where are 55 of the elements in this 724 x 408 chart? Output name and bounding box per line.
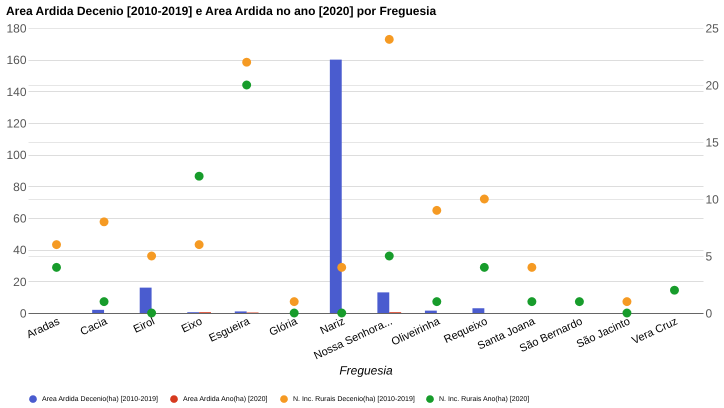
y2-tick-label: 0 (706, 306, 712, 320)
point (480, 262, 489, 272)
y2-tick-label: 15 (706, 136, 720, 150)
point (480, 194, 489, 204)
x-axis-title: Freguesia (339, 363, 393, 378)
x-tick-label: Cacia (78, 315, 110, 338)
bar (377, 292, 390, 313)
point (147, 252, 156, 260)
point (384, 252, 394, 260)
point (527, 297, 536, 306)
point (384, 34, 394, 44)
y-tick-label: 0 (20, 306, 27, 320)
bar (330, 60, 342, 313)
point (337, 262, 346, 272)
point (242, 80, 252, 90)
y-tick-label: 120 (6, 116, 27, 130)
bar (92, 310, 104, 313)
point (527, 262, 536, 272)
point (670, 286, 679, 295)
y-tick-label: 40 (13, 243, 27, 258)
point (147, 308, 156, 318)
point (52, 262, 61, 272)
point (432, 297, 442, 306)
point (432, 206, 442, 215)
y-tick-label: 20 (13, 274, 27, 289)
point (337, 308, 346, 318)
point (290, 297, 299, 306)
point (574, 297, 584, 306)
point (194, 172, 204, 181)
y2-tick-label: 20 (706, 78, 720, 92)
point (290, 308, 299, 318)
y-tick-label: 160 (6, 53, 27, 68)
y-tick-label: 100 (6, 148, 27, 162)
point (52, 240, 61, 250)
y-tick-label: 180 (6, 22, 27, 36)
x-tick-label: Vera Cruz (630, 316, 680, 348)
y-tick-label: 140 (6, 84, 27, 99)
chart-title: Area Ardida Decenio [2010-2019] e Area Ardida no ano [2020] por Freguesia (6, 4, 436, 18)
y-tick-label: 60 (13, 212, 27, 226)
x-tick-label: Eixo (180, 316, 204, 336)
y2-tick-label: 10 (706, 192, 720, 206)
y2-tick-label: 5 (706, 250, 712, 264)
point (100, 217, 109, 226)
y2-tick-label: 25 (706, 22, 720, 36)
x-tick-label: Glória (268, 315, 300, 339)
point (622, 297, 632, 306)
point (194, 240, 204, 250)
bar (472, 308, 484, 313)
point (100, 297, 109, 306)
point (622, 308, 632, 318)
x-tick-label: Eirol (132, 316, 157, 336)
x-tick-label: Nariz (318, 316, 347, 338)
bar (140, 288, 152, 313)
point (242, 58, 252, 67)
y-tick-label: 80 (13, 180, 27, 194)
